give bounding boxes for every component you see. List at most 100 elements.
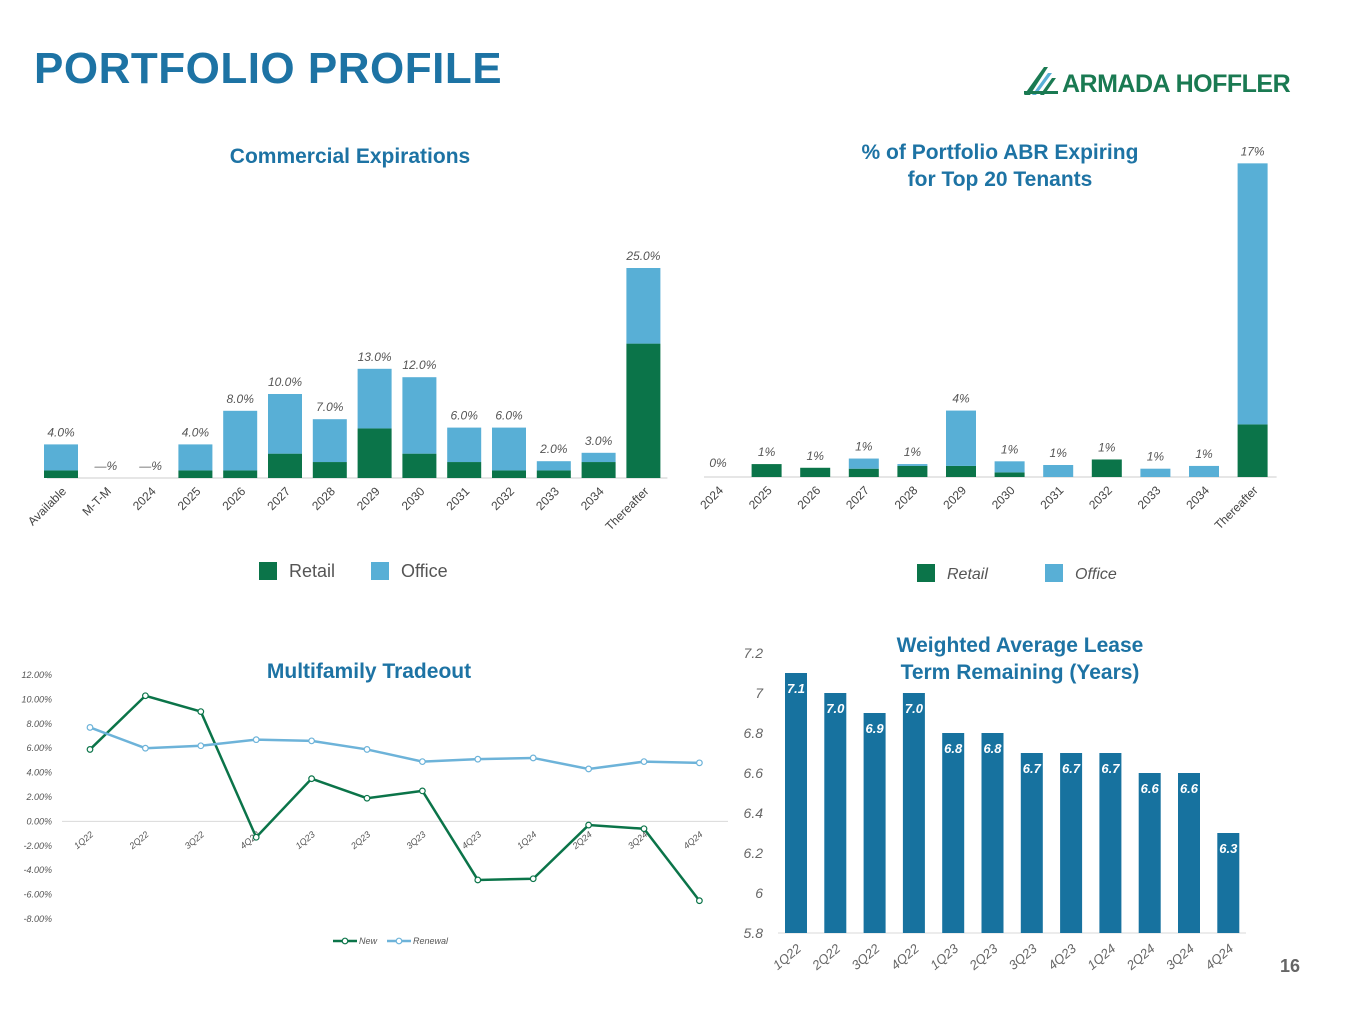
commercial-bar-retail-0 bbox=[44, 470, 78, 478]
walt-bar-2 bbox=[863, 713, 886, 933]
walt-y-tick-5: 6.2 bbox=[744, 845, 764, 861]
commercial-bar-retail-13 bbox=[626, 343, 661, 478]
multifamily-point-new-11 bbox=[696, 897, 703, 905]
commercial-data-label-5: 10.0% bbox=[268, 375, 302, 389]
walt-data-label-7: 6.7 bbox=[1062, 761, 1081, 776]
commercial-bar-retail-11 bbox=[536, 470, 571, 478]
multifamily-point-renewal-2 bbox=[197, 742, 205, 750]
walt-x-tick-9: 2Q24 bbox=[1123, 941, 1158, 974]
walt-bar-9 bbox=[1138, 773, 1161, 933]
top20-tick-label-10: 2034 bbox=[1183, 483, 1212, 512]
top20-data-label-10: 1% bbox=[1195, 447, 1213, 461]
multifamily-legend-label-new: New bbox=[359, 936, 378, 946]
walt-bar-10 bbox=[1178, 773, 1200, 933]
top20-bar-office-4 bbox=[897, 464, 928, 466]
top20-title-line-1: % of Portfolio ABR Expiring bbox=[861, 141, 1139, 164]
walt-data-label-0: 7.1 bbox=[787, 681, 805, 696]
top20-legend-swatch-office bbox=[1045, 564, 1063, 582]
multifamily-point-renewal-8 bbox=[529, 754, 537, 762]
multifamily-x-tick-11: 4Q24 bbox=[681, 829, 704, 851]
commercial-data-label-6: 7.0% bbox=[316, 400, 344, 414]
multifamily-y-tick-5: 2.00% bbox=[25, 792, 52, 802]
commercial-bar-retail-7 bbox=[357, 428, 392, 478]
top20-bar-office-11 bbox=[1237, 163, 1268, 425]
top20-title-line-2: for Top 20 Tenants bbox=[907, 168, 1093, 191]
commercial-data-label-11: 2.0% bbox=[539, 442, 568, 456]
walt-x-tick-0: 1Q22 bbox=[770, 940, 805, 972]
commercial-data-label-1: —% bbox=[93, 459, 117, 473]
walt-bar-5 bbox=[981, 733, 1004, 933]
top20-data-label-1: 1% bbox=[758, 445, 776, 459]
top20-bar-retail-3 bbox=[848, 468, 879, 477]
commercial-data-label-9: 6.0% bbox=[451, 409, 479, 423]
multifamily-y-tick-0: 12.00% bbox=[21, 670, 52, 680]
walt-x-tick-8: 1Q24 bbox=[1084, 941, 1118, 973]
top20-data-label-9: 1% bbox=[1147, 450, 1165, 464]
commercial-tick-label-2: 2024 bbox=[130, 484, 159, 513]
walt-data-label-11: 6.3 bbox=[1219, 841, 1238, 856]
walt-bar-11 bbox=[1217, 833, 1240, 933]
walt-data-label-9: 6.6 bbox=[1141, 781, 1160, 796]
commercial-bar-retail-6 bbox=[312, 462, 347, 478]
top20-tick-label-7: 2031 bbox=[1038, 483, 1067, 512]
commercial-data-label-3: 4.0% bbox=[182, 425, 210, 439]
top20-tick-label-9: 2033 bbox=[1135, 483, 1164, 512]
page-title: PORTFOLIO PROFILE bbox=[34, 44, 503, 93]
commercial-tick-label-5: 2027 bbox=[264, 484, 293, 513]
walt-x-tick-4: 1Q23 bbox=[927, 940, 962, 972]
multifamily-line-renewal bbox=[89, 726, 700, 771]
top20-legend-swatch-retail bbox=[917, 564, 935, 582]
top20-bar-retail-11 bbox=[1237, 424, 1268, 477]
multifamily-point-renewal-6 bbox=[419, 758, 426, 766]
walt-data-label-8: 6.7 bbox=[1101, 761, 1120, 776]
commercial-bar-retail-8 bbox=[402, 453, 437, 478]
commercial-bar-office-8 bbox=[402, 377, 437, 454]
walt-y-tick-7: 5.8 bbox=[744, 925, 764, 941]
multifamily-point-new-3 bbox=[252, 833, 260, 841]
walt-y-tick-6: 6 bbox=[755, 885, 763, 901]
commercial-legend-swatch-office bbox=[371, 562, 389, 580]
walt-x-tick-2: 3Q22 bbox=[849, 940, 884, 972]
multifamily-point-new-10 bbox=[640, 825, 648, 833]
commercial-data-label-13: 25.0% bbox=[625, 249, 660, 263]
top20-tick-label-1: 2025 bbox=[746, 483, 775, 512]
walt-chart-title: Weighted Average Lease Term Remaining (Y… bbox=[860, 632, 1180, 686]
commercial-bar-office-9 bbox=[447, 427, 482, 463]
top20-data-label-7: 1% bbox=[1050, 446, 1068, 460]
top20-data-label-2: 1% bbox=[807, 449, 825, 463]
walt-data-label-2: 6.9 bbox=[866, 721, 885, 736]
walt-data-label-1: 7.0 bbox=[826, 701, 845, 716]
walt-bar-4 bbox=[942, 733, 965, 933]
walt-bar-0 bbox=[785, 673, 807, 933]
commercial-legend-label-retail: Retail bbox=[289, 561, 335, 581]
commercial-bar-office-13 bbox=[626, 268, 661, 344]
multifamily-point-new-7 bbox=[474, 876, 482, 884]
commercial-data-label-7: 13.0% bbox=[358, 350, 392, 364]
commercial-bar-retail-3 bbox=[178, 470, 213, 478]
top20-bar-office-3 bbox=[848, 458, 879, 469]
top20-bar-office-7 bbox=[1043, 465, 1074, 477]
top20-bar-office-9 bbox=[1140, 468, 1171, 477]
multifamily-x-tick-7: 4Q23 bbox=[460, 829, 483, 851]
multifamily-y-tick-3: 6.00% bbox=[26, 743, 52, 753]
walt-data-label-6: 6.7 bbox=[1023, 761, 1042, 776]
multifamily-y-tick-7: -2.00% bbox=[23, 841, 52, 851]
top20-legend-label-office: Office bbox=[1075, 566, 1117, 583]
multifamily-x-tick-8: 1Q24 bbox=[515, 829, 538, 851]
multifamily-point-renewal-10 bbox=[640, 758, 648, 766]
top20-bar-office-10 bbox=[1189, 465, 1219, 477]
commercial-bar-office-11 bbox=[536, 461, 571, 471]
commercial-tick-label-9: 2031 bbox=[444, 484, 473, 513]
commercial-data-label-10: 6.0% bbox=[495, 409, 523, 423]
multifamily-x-tick-2: 3Q22 bbox=[183, 829, 206, 851]
walt-y-tick-3: 6.6 bbox=[744, 765, 764, 781]
multifamily-y-tick-6: 0.00% bbox=[26, 816, 52, 826]
commercial-tick-label-6: 2028 bbox=[309, 484, 338, 513]
multifamily-chart-title: Multifamily Tradeout bbox=[266, 660, 472, 683]
walt-x-tick-10: 3Q24 bbox=[1163, 941, 1197, 973]
commercial-bar-office-5 bbox=[268, 394, 302, 454]
top20-tick-label-2: 2026 bbox=[795, 483, 824, 512]
commercial-tick-label-1: M-T-M bbox=[80, 484, 114, 518]
multifamily-point-renewal-11 bbox=[696, 759, 703, 767]
multifamily-x-tick-3: 4Q22 bbox=[238, 829, 261, 851]
